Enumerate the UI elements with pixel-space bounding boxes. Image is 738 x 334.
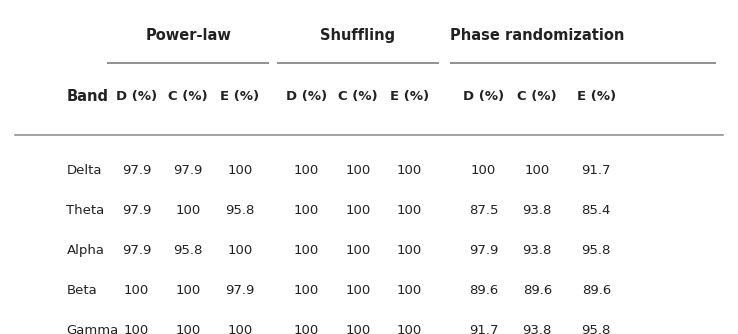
Text: 91.7: 91.7 xyxy=(469,324,498,334)
Text: 100: 100 xyxy=(124,284,149,297)
Text: 100: 100 xyxy=(345,204,370,217)
Text: 100: 100 xyxy=(227,324,252,334)
Text: C (%): C (%) xyxy=(168,91,208,103)
Text: D (%): D (%) xyxy=(116,91,157,103)
Text: C (%): C (%) xyxy=(338,91,378,103)
Text: 95.8: 95.8 xyxy=(582,244,611,257)
Text: D (%): D (%) xyxy=(286,91,327,103)
Text: 100: 100 xyxy=(176,284,201,297)
Text: 93.8: 93.8 xyxy=(523,244,552,257)
Text: Beta: Beta xyxy=(66,284,97,297)
Text: 100: 100 xyxy=(345,164,370,177)
Text: E (%): E (%) xyxy=(390,91,430,103)
Text: 89.6: 89.6 xyxy=(582,284,611,297)
Text: 100: 100 xyxy=(227,244,252,257)
Text: 89.6: 89.6 xyxy=(523,284,552,297)
Text: 93.8: 93.8 xyxy=(523,204,552,217)
Text: 100: 100 xyxy=(397,324,422,334)
Text: 97.9: 97.9 xyxy=(469,244,498,257)
Text: Phase randomization: Phase randomization xyxy=(450,28,624,42)
Text: 100: 100 xyxy=(227,164,252,177)
Text: D (%): D (%) xyxy=(463,91,504,103)
Text: Theta: Theta xyxy=(66,204,105,217)
Text: E (%): E (%) xyxy=(576,91,616,103)
Text: 100: 100 xyxy=(345,284,370,297)
Text: 100: 100 xyxy=(471,164,496,177)
Text: 100: 100 xyxy=(294,164,319,177)
Text: 97.9: 97.9 xyxy=(173,164,203,177)
Text: 97.9: 97.9 xyxy=(122,244,151,257)
Text: 89.6: 89.6 xyxy=(469,284,498,297)
Text: E (%): E (%) xyxy=(220,91,260,103)
Text: C (%): C (%) xyxy=(517,91,557,103)
Text: 100: 100 xyxy=(345,324,370,334)
Text: 100: 100 xyxy=(294,324,319,334)
Text: 97.9: 97.9 xyxy=(122,204,151,217)
Text: Gamma: Gamma xyxy=(66,324,119,334)
Text: 100: 100 xyxy=(397,204,422,217)
Text: 100: 100 xyxy=(294,284,319,297)
Text: 97.9: 97.9 xyxy=(122,164,151,177)
Text: Alpha: Alpha xyxy=(66,244,104,257)
Text: Delta: Delta xyxy=(66,164,102,177)
Text: 93.8: 93.8 xyxy=(523,324,552,334)
Text: 95.8: 95.8 xyxy=(225,204,255,217)
Text: 85.4: 85.4 xyxy=(582,204,611,217)
Text: 100: 100 xyxy=(176,204,201,217)
Text: Power-law: Power-law xyxy=(145,28,231,42)
Text: 95.8: 95.8 xyxy=(173,244,203,257)
Text: 100: 100 xyxy=(397,284,422,297)
Text: 100: 100 xyxy=(345,244,370,257)
Text: 100: 100 xyxy=(294,244,319,257)
Text: 87.5: 87.5 xyxy=(469,204,498,217)
Text: 97.9: 97.9 xyxy=(225,284,255,297)
Text: 100: 100 xyxy=(397,244,422,257)
Text: 100: 100 xyxy=(124,324,149,334)
Text: 91.7: 91.7 xyxy=(582,164,611,177)
Text: Band: Band xyxy=(66,90,108,104)
Text: 100: 100 xyxy=(525,164,550,177)
Text: 100: 100 xyxy=(397,164,422,177)
Text: Shuffling: Shuffling xyxy=(320,28,396,42)
Text: 100: 100 xyxy=(176,324,201,334)
Text: 95.8: 95.8 xyxy=(582,324,611,334)
Text: 100: 100 xyxy=(294,204,319,217)
